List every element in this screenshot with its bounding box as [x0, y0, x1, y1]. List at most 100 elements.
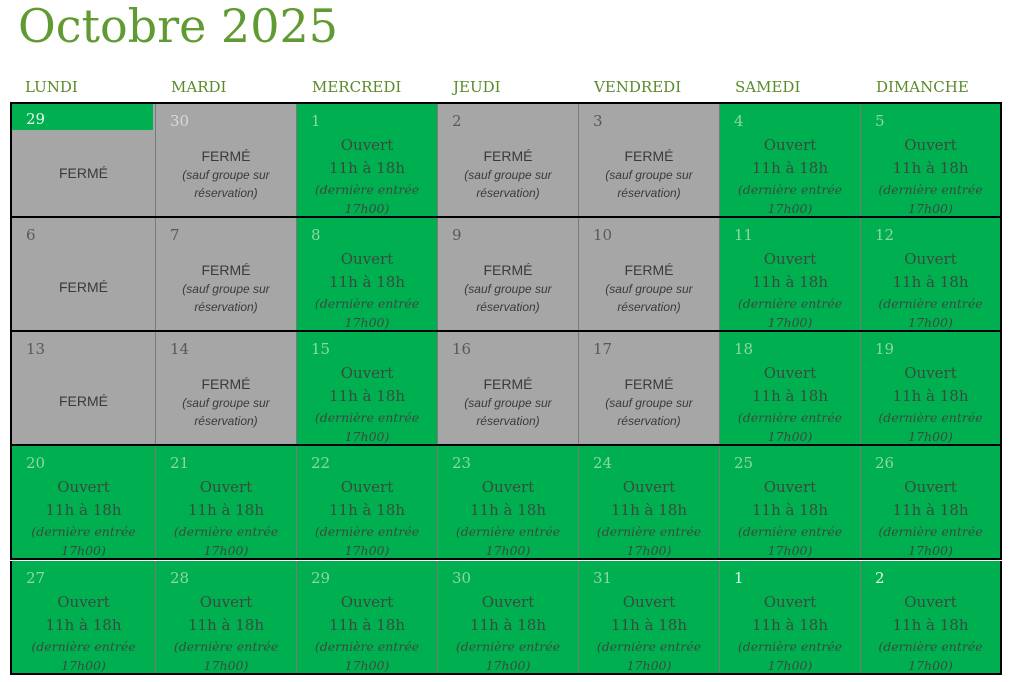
day-number: 29	[12, 104, 153, 130]
day-status: Ouvert 11h à 18h (dernière entrée 17h00)	[720, 248, 860, 330]
closed-label: FERMÉ	[201, 262, 251, 278]
day-number: 11	[734, 226, 754, 244]
open-label: Ouvert	[340, 364, 394, 382]
group-reservation-note: (sauf groupe sur	[605, 282, 693, 296]
closed-label: FERMÉ	[59, 279, 108, 295]
day-status: Ouvert 11h à 18h (dernière entrée 17h00)	[297, 362, 437, 444]
last-entry-note: (dernière entrée	[878, 296, 983, 311]
opening-hours: 11h à 18h	[752, 501, 828, 519]
closed-label: FERMÉ	[59, 393, 108, 409]
day-number: 14	[170, 340, 190, 358]
day-number: 9	[452, 226, 462, 244]
open-label: Ouvert	[57, 593, 110, 611]
calendar-day-cell: 1 Ouvert 11h à 18h (dernière entrée 17h00)	[720, 561, 861, 673]
day-number: 27	[26, 569, 46, 587]
calendar-day-cell: 13 FERMÉ	[10, 332, 156, 444]
last-entry-note: 17h00)	[767, 201, 813, 216]
open-label: Ouvert	[763, 478, 817, 496]
day-number: 30	[170, 112, 190, 130]
day-status: FERMÉ	[12, 163, 155, 183]
day-status: FERMÉ (sauf groupe sur réservation)	[579, 374, 719, 430]
day-number: 30	[452, 569, 472, 587]
day-status: Ouvert 11h à 18h (dernière entrée 17h00)	[297, 134, 437, 216]
last-entry-note: (dernière entrée	[737, 524, 843, 539]
opening-hours: 11h à 18h	[611, 501, 687, 519]
calendar-day-cell: 27 Ouvert 11h à 18h (dernière entrée 17h00)	[10, 561, 156, 673]
closed-label: FERMÉ	[624, 262, 674, 278]
open-label: Ouvert	[904, 250, 957, 268]
opening-hours: 11h à 18h	[892, 273, 969, 291]
last-entry-note: (dernière entrée	[737, 410, 843, 425]
last-entry-note: 17h00)	[344, 658, 390, 673]
closed-label: FERMÉ	[624, 376, 674, 392]
calendar-day-cell: 8 Ouvert 11h à 18h (dernière entrée 17h00)	[297, 218, 438, 330]
calendar-week-row: 29 FERMÉ 30 FERMÉ (sauf groupe sur réservatio…	[10, 104, 1002, 218]
day-status: Ouvert 11h à 18h (dernière entrée 17h00)	[579, 591, 719, 673]
last-entry-note: 17h00)	[61, 658, 106, 673]
day-status: Ouvert 11h à 18h (dernière entrée 17h00)	[720, 591, 860, 673]
calendar-day-cell: 17 FERMÉ (sauf groupe sur réservation)	[579, 332, 720, 444]
open-label: Ouvert	[199, 478, 253, 496]
day-number: 7	[170, 226, 180, 244]
opening-hours: 11h à 18h	[611, 616, 687, 634]
day-status: FERMÉ	[12, 391, 155, 411]
last-entry-note: 17h00)	[344, 429, 390, 444]
day-number: 4	[734, 112, 744, 130]
last-entry-note: 17h00)	[767, 429, 813, 444]
calendar-day-cell: 20 Ouvert 11h à 18h (dernière entrée 17h00)	[10, 446, 156, 558]
group-reservation-note: (sauf groupe sur	[464, 168, 552, 182]
last-entry-note: (dernière entrée	[31, 639, 136, 654]
calendar-day-cell: 7 FERMÉ (sauf groupe sur réservation)	[156, 218, 297, 330]
day-number: 18	[734, 340, 754, 358]
day-number: 17	[593, 340, 613, 358]
calendar-day-cell: 6 FERMÉ	[10, 218, 156, 330]
group-reservation-note: (sauf groupe sur	[464, 282, 552, 296]
open-label: Ouvert	[622, 593, 676, 611]
group-reservation-note: (sauf groupe sur	[182, 396, 270, 410]
day-number: 2	[452, 112, 462, 130]
group-reservation-note: (sauf groupe sur	[464, 396, 552, 410]
opening-hours: 11h à 18h	[188, 616, 264, 634]
day-status: Ouvert 11h à 18h (dernière entrée 17h00)	[720, 134, 860, 216]
day-number: 8	[311, 226, 321, 244]
calendar-day-cell: 21 Ouvert 11h à 18h (dernière entrée 17h00)	[156, 446, 297, 558]
calendar-week-row: 27 Ouvert 11h à 18h (dernière entrée 17h00) 2…	[10, 561, 1002, 675]
calendar-day-cell: 15 Ouvert 11h à 18h (dernière entrée 17h00)	[297, 332, 438, 444]
calendar-day-cell: 1 Ouvert 11h à 18h (dernière entrée 17h00)	[297, 104, 438, 216]
open-label: Ouvert	[340, 250, 394, 268]
last-entry-note: 17h00)	[626, 658, 672, 673]
calendar-day-cell: 30 Ouvert 11h à 18h (dernière entrée 17h00)	[438, 561, 579, 673]
open-label: Ouvert	[904, 478, 957, 496]
last-entry-note: 17h00)	[626, 543, 672, 558]
day-number: 5	[875, 112, 885, 130]
open-label: Ouvert	[763, 250, 817, 268]
last-entry-note: 17h00)	[344, 201, 390, 216]
calendar-day-cell: 19 Ouvert 11h à 18h (dernière entrée 17h00)	[861, 332, 1002, 444]
closed-label: FERMÉ	[483, 262, 533, 278]
group-reservation-note: réservation)	[617, 186, 681, 200]
last-entry-note: 17h00)	[767, 543, 813, 558]
last-entry-note: (dernière entrée	[596, 524, 702, 539]
day-number: 12	[875, 226, 895, 244]
day-status: FERMÉ (sauf groupe sur réservation)	[579, 260, 719, 316]
calendar-day-cell: 31 Ouvert 11h à 18h (dernière entrée 17h00)	[579, 561, 720, 673]
open-label: Ouvert	[904, 136, 957, 154]
last-entry-note: 17h00)	[908, 429, 953, 444]
closed-label: FERMÉ	[201, 376, 251, 392]
group-reservation-note: réservation)	[194, 300, 258, 314]
open-label: Ouvert	[481, 478, 535, 496]
last-entry-note: 17h00)	[908, 658, 953, 673]
day-number: 13	[26, 340, 46, 358]
day-number: 25	[734, 454, 754, 472]
opening-hours: 11h à 18h	[470, 616, 546, 634]
open-label: Ouvert	[199, 593, 253, 611]
calendar-day-cell: 14 FERMÉ (sauf groupe sur réservation)	[156, 332, 297, 444]
day-status: Ouvert 11h à 18h (dernière entrée 17h00)	[297, 248, 437, 330]
day-status: FERMÉ (sauf groupe sur réservation)	[156, 374, 296, 430]
last-entry-note: 17h00)	[203, 543, 249, 558]
last-entry-note: (dernière entrée	[173, 639, 279, 654]
day-status: Ouvert 11h à 18h (dernière entrée 17h00)	[720, 476, 860, 558]
open-label: Ouvert	[904, 593, 957, 611]
last-entry-note: (dernière entrée	[314, 639, 420, 654]
last-entry-note: (dernière entrée	[455, 524, 561, 539]
